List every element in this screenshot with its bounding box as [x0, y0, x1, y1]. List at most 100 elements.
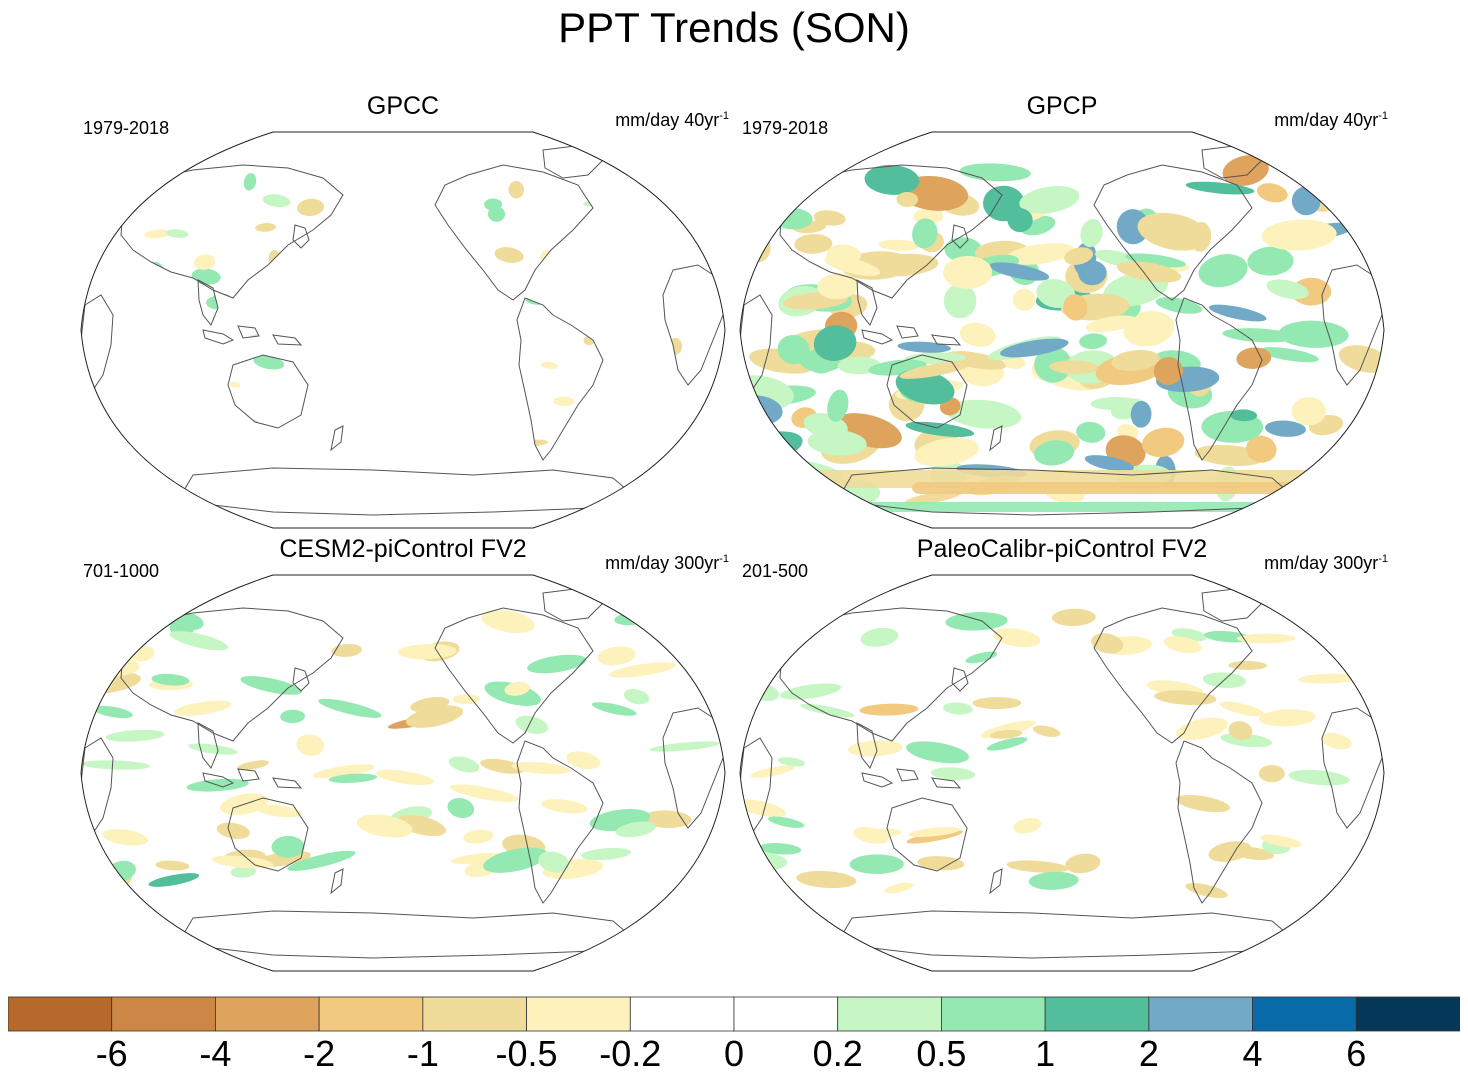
trend-contour-blob: [1003, 356, 1026, 369]
trend-contour-blob: [623, 688, 650, 705]
trend-contour-blob: [166, 229, 189, 238]
trend-contour-blob: [1258, 709, 1316, 727]
trend-contour-blob: [538, 851, 570, 873]
coastline: [516, 740, 604, 904]
trend-contour-blob: [1307, 476, 1378, 505]
coastline: [886, 797, 968, 872]
trend-contour-blob: [541, 799, 588, 814]
trend-contour-blob: [216, 822, 250, 840]
trend-contour-blob: [375, 769, 434, 786]
trend-contour-blob: [907, 827, 961, 837]
colorbar-swatch: [526, 996, 631, 1032]
coastline: [120, 607, 344, 742]
trend-contour-blob: [1222, 155, 1269, 186]
panel-title: CESM2-piControl FV2: [279, 535, 527, 563]
coastline: [896, 768, 919, 782]
trend-contour-blob: [1266, 279, 1309, 300]
trend-contour-blob: [944, 237, 982, 263]
trend-contour-blob: [328, 773, 378, 784]
coastline: [989, 425, 1003, 452]
trend-contour-blob: [169, 631, 229, 651]
trend-contour-blob: [1007, 208, 1033, 233]
trend-contour-blob: [945, 612, 1008, 631]
trend-contour-blob: [864, 164, 920, 195]
trend-contour-blob: [1155, 297, 1203, 314]
trend-contour-blob: [989, 729, 1023, 739]
trend-contour-blob: [777, 334, 810, 365]
map-outline: [739, 131, 1385, 529]
trend-contour-blob: [356, 814, 413, 838]
coastline: [931, 334, 962, 346]
colorbar-swatch: [1044, 996, 1150, 1032]
colorbar-swatch: [422, 996, 527, 1032]
coastline: [272, 334, 303, 346]
trend-contour-blob: [930, 767, 976, 781]
trend-contour-blob: [331, 643, 362, 657]
trend-contour-blob: [1208, 841, 1252, 862]
trend-contour-blob: [93, 705, 133, 719]
trend-contour-blob: [1246, 435, 1277, 463]
trend-contour-blob: [1230, 409, 1258, 422]
panel-units: mm/day 300yr-1: [1264, 553, 1388, 573]
trend-contour-blob: [1019, 186, 1080, 214]
trend-contour-blob: [481, 609, 535, 634]
trend-contour-blob: [540, 361, 559, 370]
trend-contour-blob: [318, 698, 382, 718]
trend-contour-blob: [1260, 834, 1302, 848]
trend-contour-blob: [511, 761, 571, 775]
trend-contour-blob: [1228, 660, 1267, 670]
trend-contour-blob: [287, 850, 356, 871]
trend-contour-blob: [1084, 455, 1134, 472]
trend-contour-blob: [794, 233, 833, 254]
trend-contour-blob: [174, 700, 232, 716]
trend-contour-blob: [896, 191, 918, 208]
colorbar-tick-label: -0.2: [599, 1033, 662, 1074]
trend-contour-blob: [1063, 294, 1088, 321]
map-plot: [80, 131, 726, 529]
trend-contour-blob: [1085, 315, 1138, 333]
trend-contour-blob: [1065, 853, 1101, 874]
map-panel-gpcp: GPCP 1979-2018 mm/day 40yr-1: [732, 92, 1392, 532]
colorbar-swatch: [733, 996, 839, 1032]
trend-contour-blob: [1265, 420, 1306, 437]
colorbar-tick-label: -0.5: [495, 1033, 558, 1074]
map-panel-cesm2: CESM2-piControl FV2 701-1000 mm/day 300y…: [73, 535, 733, 975]
panel-period: 1979-2018: [742, 118, 829, 138]
coastline: [330, 868, 344, 895]
coastline: [861, 772, 894, 788]
colorbar-swatch: [318, 996, 424, 1032]
trend-contour-blob: [255, 223, 277, 232]
trend-contour-blob: [884, 882, 914, 894]
trend-contour-blob: [151, 673, 190, 686]
colorbar-tick-label: 4: [1242, 1033, 1263, 1074]
trend-contour-blob: [1028, 871, 1079, 890]
map-outline: [80, 574, 726, 972]
coastline: [886, 354, 968, 429]
trend-contour-blob: [448, 756, 480, 773]
trend-contour-blob: [255, 804, 302, 818]
coastline: [330, 425, 344, 452]
trend-contour-blob: [155, 860, 190, 871]
trend-contour-blob: [1219, 701, 1265, 717]
trend-contour-blob: [796, 870, 857, 889]
coastline: [197, 722, 219, 769]
coastline: [227, 354, 309, 429]
coastline: [989, 868, 1003, 895]
map-outline: [80, 131, 726, 529]
panel-title: PaleoCalibr-piControl FV2: [916, 535, 1208, 563]
trend-contour-blob: [1013, 817, 1042, 834]
panel-title: GPCC: [366, 92, 440, 120]
trend-contour-blob: [813, 325, 857, 361]
colorbar-tick-label: -6: [95, 1033, 128, 1074]
map-panel-gpcc: GPCC 1979-2018 mm/day 40yr-1: [73, 92, 733, 532]
coastline: [197, 279, 219, 326]
trend-contour-blob: [1090, 396, 1141, 410]
trend-contour-blob: [1005, 243, 1075, 265]
trend-contour-blob: [188, 743, 238, 755]
trend-contour-blob: [1000, 338, 1069, 358]
trend-contour-blob: [1141, 427, 1185, 458]
trend-contour-blob: [253, 355, 285, 370]
trend-contour-blob: [750, 765, 795, 778]
trend-contour-blob: [1348, 469, 1384, 499]
trend-contour-blob: [1079, 333, 1108, 350]
